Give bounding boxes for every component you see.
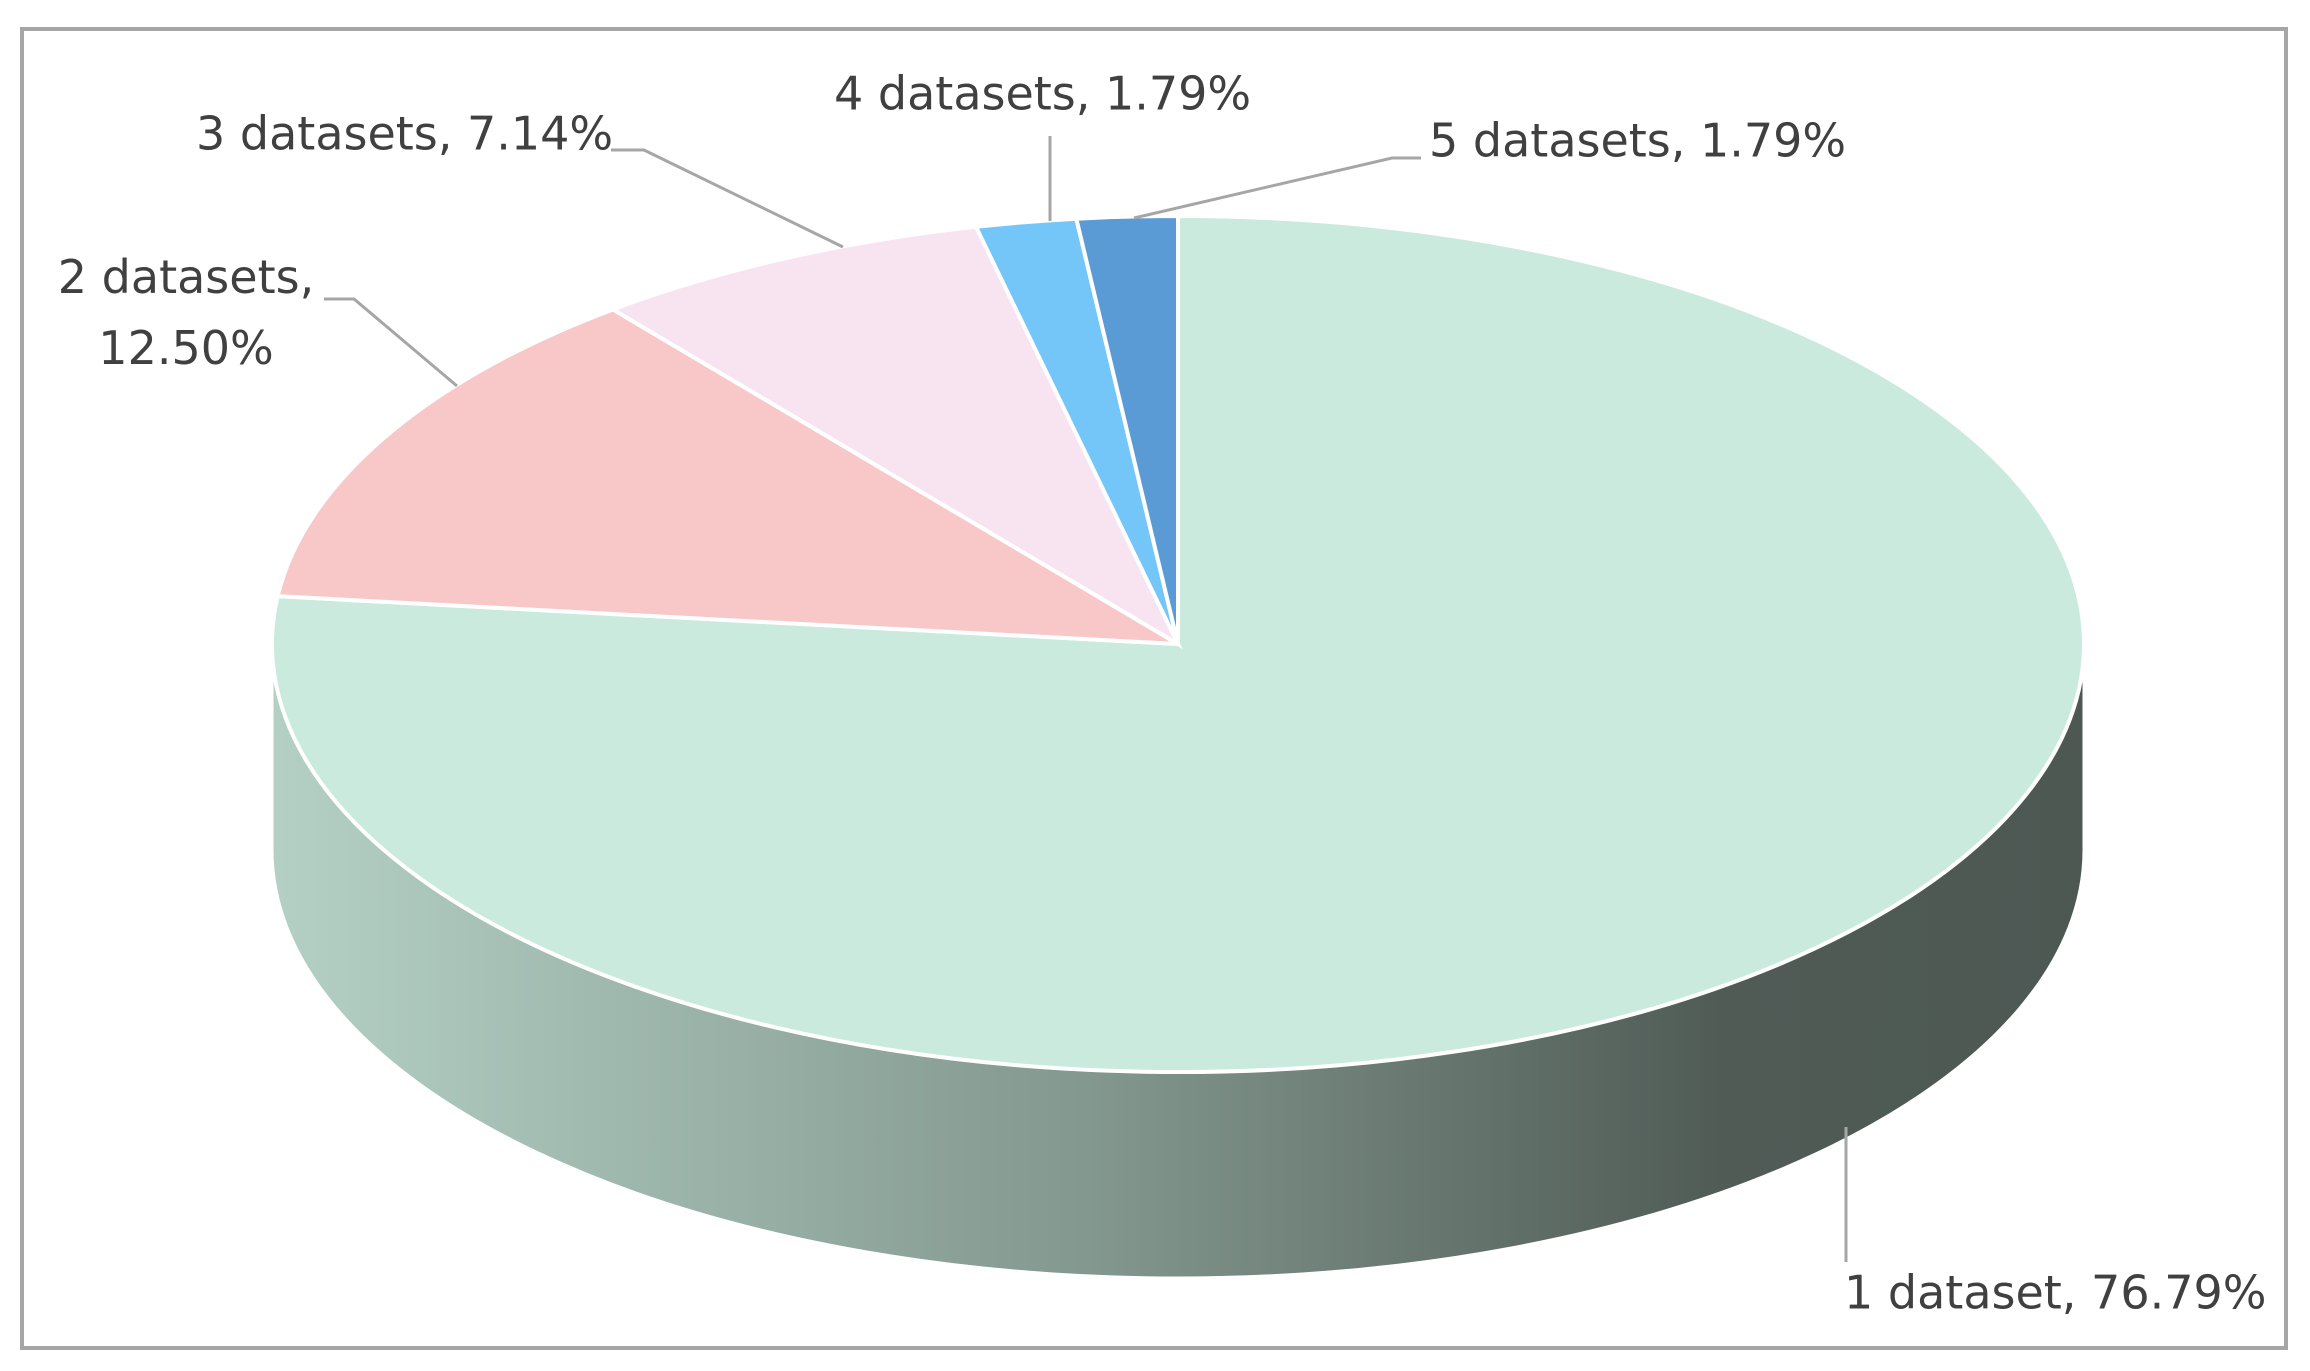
data-label: 3 datasets, 7.14% <box>196 107 613 161</box>
leader-line <box>324 297 458 388</box>
leader-line <box>1133 156 1421 220</box>
pie-slice <box>275 307 1180 646</box>
data-label: 5 datasets, 1.79% <box>1429 114 1846 168</box>
data-label: 4 datasets, 1.79% <box>834 67 1251 121</box>
leader-line <box>611 148 844 249</box>
pie-slice <box>1073 213 1180 645</box>
pie-slice <box>608 224 1183 650</box>
data-label: 1 dataset, 76.79% <box>1844 1266 2266 1320</box>
data-label: 2 datasets, 12.50% <box>58 250 314 375</box>
